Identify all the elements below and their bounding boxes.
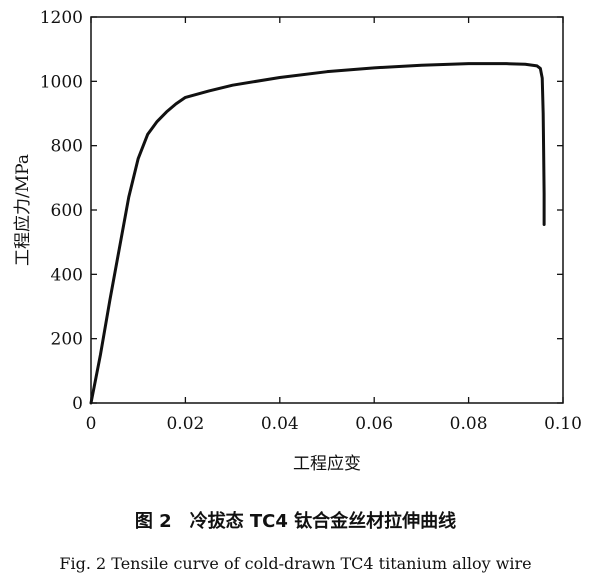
y-tick-label: 400 [51,265,83,285]
tensile-curve-chart: 0 0.02 0.04 0.06 0.08 0.10 0 200 400 600 800 1000 12… [13,8,582,474]
x-tick-label: 0.08 [450,414,488,434]
x-tick-label: 0 [86,414,97,434]
y-tick-label: 200 [51,330,83,350]
figure-caption-chinese: 图 2 冷拔态 TC4 钛合金丝材拉伸曲线 [134,511,457,532]
x-tick-label: 0.04 [261,414,299,434]
y-tick-label: 1000 [40,72,83,92]
plot-frame [90,16,564,404]
series [89,62,546,405]
x-tick-label: 0.06 [355,414,393,434]
x-axis-label: 工程应变 [293,454,361,474]
y-tick-label: 1200 [40,8,83,28]
ticks [90,16,564,404]
tick-labels: 0 0.02 0.04 0.06 0.08 0.10 0 200 400 600 800 1000 12… [40,8,582,434]
figure-caption-english: Fig. 2 Tensile curve of cold-drawn TC4 t… [59,554,532,573]
y-axis-label: 工程应力/MPa [13,154,33,266]
x-tick-label: 0.10 [544,414,582,434]
x-tick-label: 0.02 [166,414,204,434]
y-tick-label: 800 [51,137,83,157]
tensile-curve-line [89,62,546,405]
y-tick-label: 0 [72,394,83,414]
axes [90,16,564,404]
y-tick-label: 600 [51,201,83,221]
